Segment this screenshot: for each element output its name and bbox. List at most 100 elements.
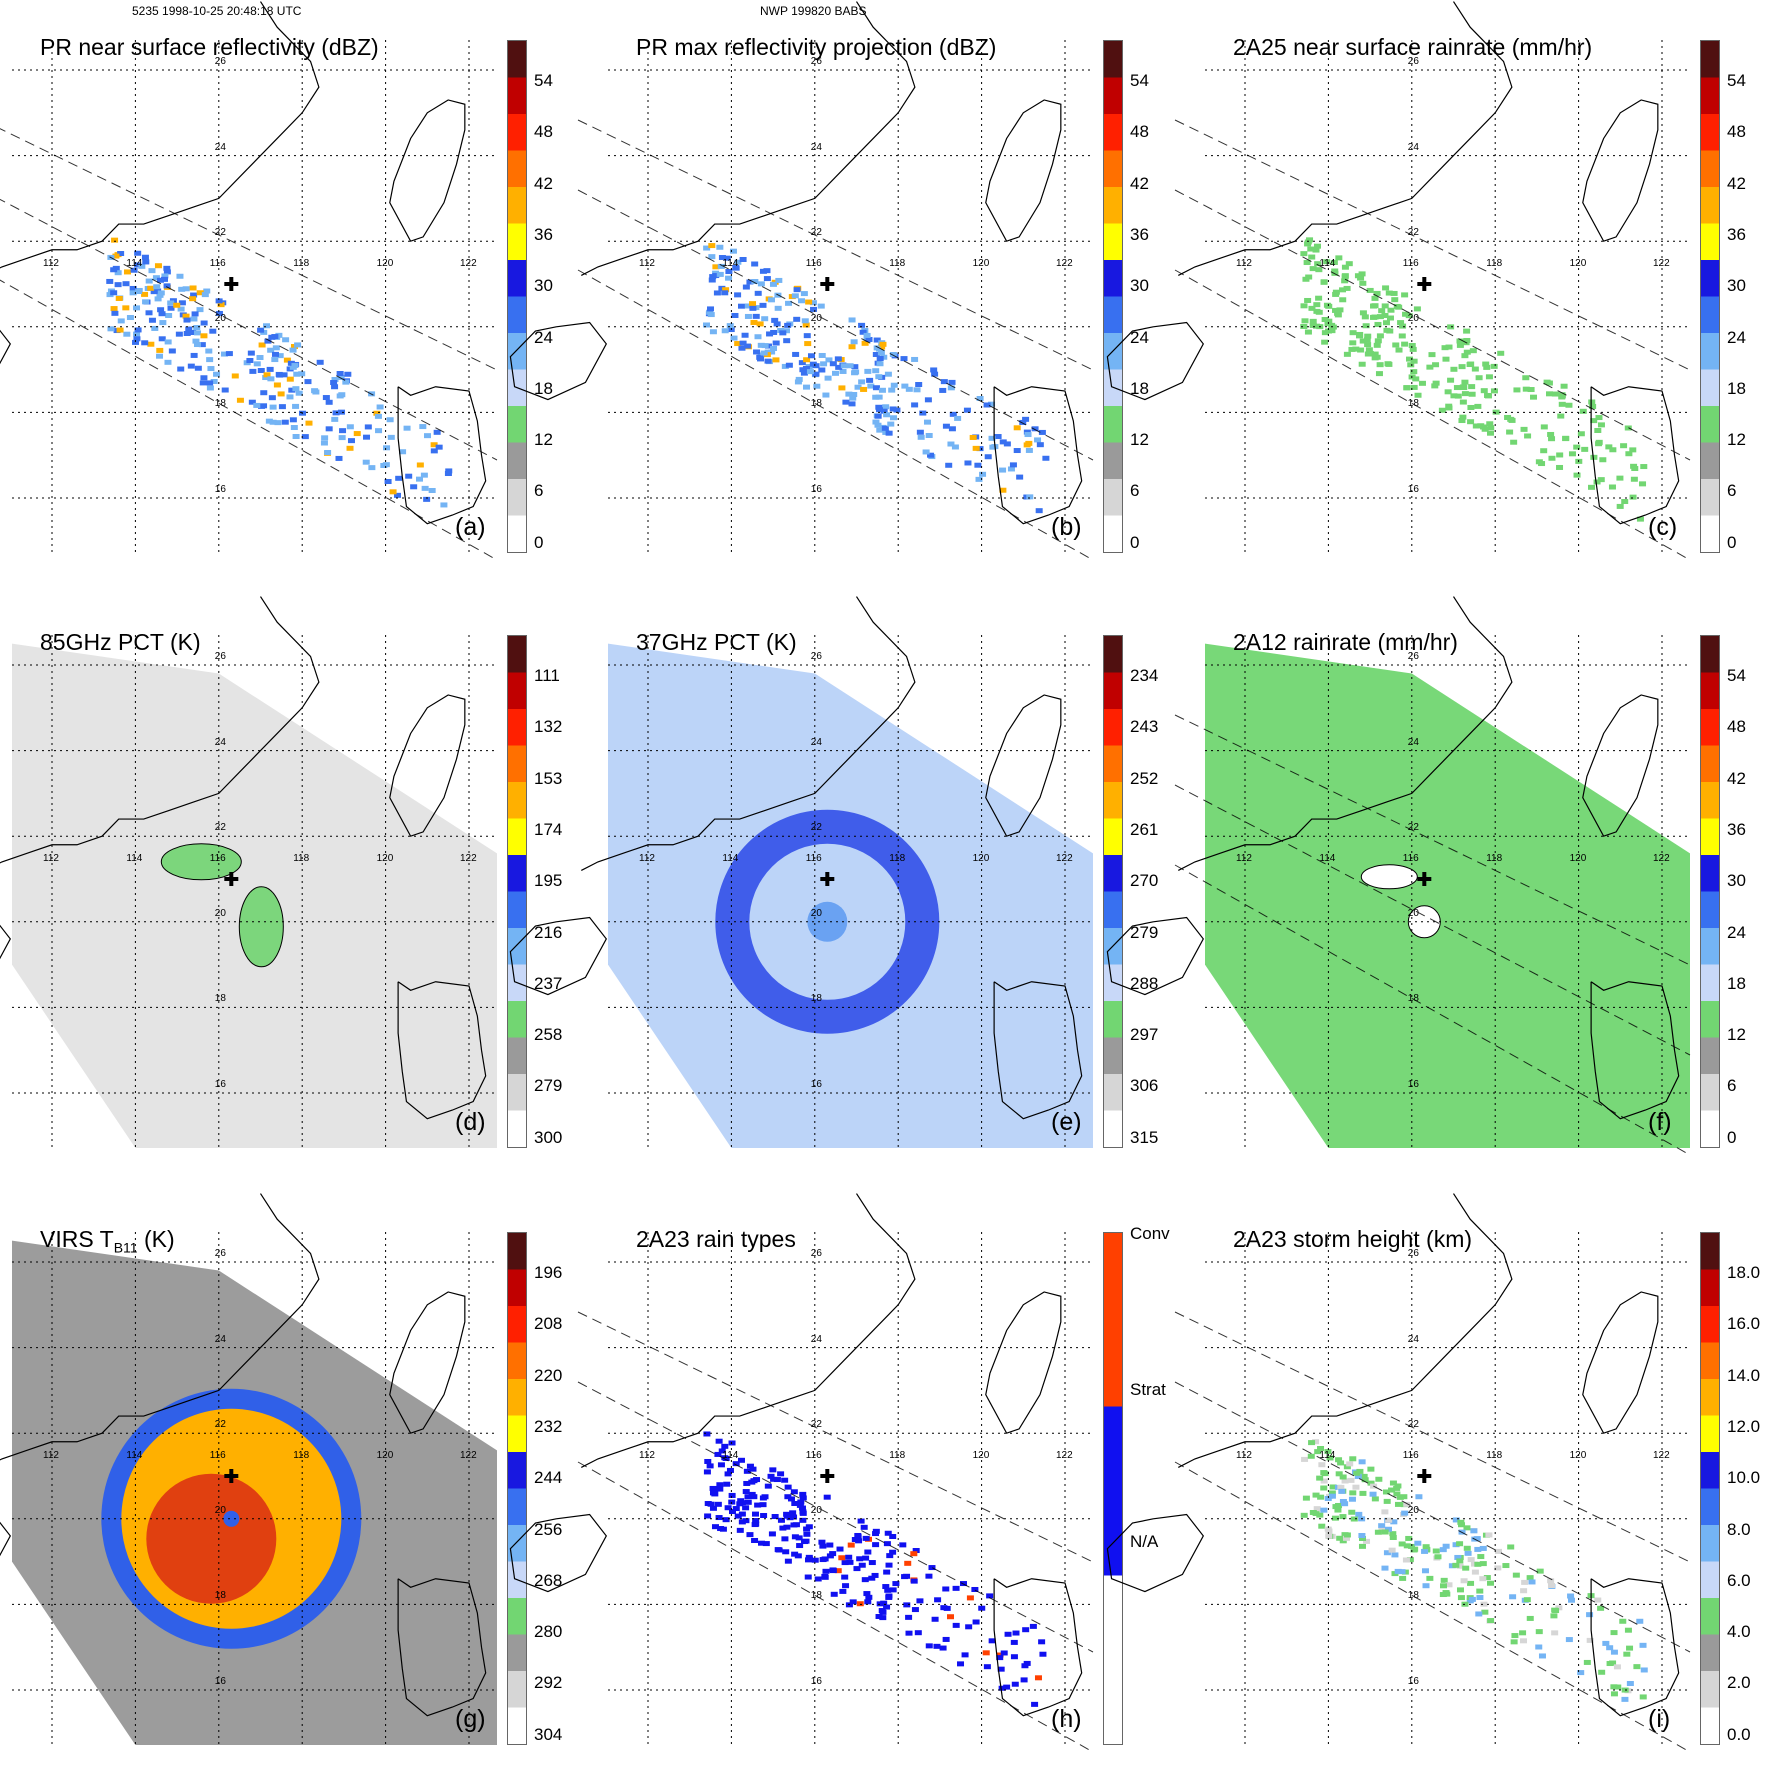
panel-label: (f) bbox=[1648, 1108, 1672, 1136]
plus-icon bbox=[224, 1469, 239, 1483]
lon-label: 114 bbox=[722, 1450, 739, 1462]
colorbar-tick: 268 bbox=[534, 1570, 563, 1590]
lon-label: 114 bbox=[722, 853, 739, 865]
panel-title: PR max reflectivity projection (dBZ) bbox=[636, 34, 997, 60]
lat-label: 18 bbox=[1407, 1590, 1419, 1602]
colorbar bbox=[1700, 635, 1720, 1148]
colorbar-tick: 30 bbox=[1130, 276, 1149, 296]
lon-label: 112 bbox=[43, 853, 59, 865]
panel-g: 26 24 22 20 18 16 112 114 116 118 120 122 VIRS TB11 … bbox=[0, 1193, 587, 1745]
colorbar-tick: 12 bbox=[1130, 430, 1149, 450]
lat-lon-grid bbox=[12, 635, 497, 1148]
colorbar-tick: 258 bbox=[534, 1025, 563, 1045]
lon-label: 118 bbox=[1486, 853, 1503, 865]
lat-lon-grid bbox=[1205, 40, 1690, 553]
colorbar-tick: 153 bbox=[534, 768, 563, 788]
lon-label: 112 bbox=[1236, 853, 1252, 865]
lat-label: 20 bbox=[810, 1504, 822, 1516]
colorbar-tick: 36 bbox=[1727, 224, 1746, 244]
lat-label: 16 bbox=[1407, 484, 1419, 495]
lon-label: 116 bbox=[805, 853, 822, 865]
lat-label: 22 bbox=[214, 227, 226, 239]
colorbar-tick: 8.0 bbox=[1727, 1519, 1751, 1539]
colorbar-tick: N/A bbox=[1130, 1532, 1159, 1551]
lat-label: 24 bbox=[1407, 141, 1419, 153]
panel-f: 26 24 22 20 18 16 112 114 116 118 120 122 2A12 rainr… bbox=[1106, 596, 1771, 1156]
swath-edges bbox=[577, 119, 1094, 561]
lon-label: 118 bbox=[1486, 1450, 1503, 1462]
lat-label: 18 bbox=[1407, 993, 1419, 1005]
lat-label: 22 bbox=[810, 1419, 822, 1431]
lon-label: 122 bbox=[460, 258, 477, 270]
panel-title: 2A23 storm height (km) bbox=[1233, 1226, 1473, 1252]
colorbar-tick: 42 bbox=[1727, 768, 1746, 788]
panel-title-main: VIRS T bbox=[40, 1226, 114, 1252]
lon-label: 112 bbox=[43, 258, 59, 270]
lat-label: 26 bbox=[214, 1248, 226, 1259]
colorbar-tick: 256 bbox=[534, 1519, 563, 1539]
colorbar-tick: 6 bbox=[534, 481, 544, 501]
lon-label: 118 bbox=[889, 258, 906, 270]
lat-label: 18 bbox=[810, 1590, 822, 1602]
lon-label: 122 bbox=[1653, 258, 1670, 270]
lat-label: 20 bbox=[214, 312, 226, 324]
colorbar-tick: 132 bbox=[534, 717, 563, 737]
lon-label: 112 bbox=[639, 258, 655, 270]
lat-label: 20 bbox=[214, 907, 226, 919]
lat-label: 24 bbox=[214, 1333, 226, 1345]
colorbar-tick: 315 bbox=[1130, 1127, 1159, 1147]
colorbar-tick: 0 bbox=[1130, 532, 1140, 552]
lon-label: 114 bbox=[722, 258, 739, 270]
lon-label: 120 bbox=[376, 1450, 394, 1462]
lat-label: 18 bbox=[214, 398, 226, 410]
lon-label: 114 bbox=[126, 258, 143, 270]
colorbar-tick: 252 bbox=[1130, 768, 1159, 788]
lon-label: 118 bbox=[1486, 258, 1503, 270]
colorbar-tick: 237 bbox=[534, 973, 563, 993]
lat-label: 24 bbox=[214, 736, 226, 748]
map-canvas bbox=[1106, 1, 1691, 561]
lat-label: 22 bbox=[214, 822, 226, 834]
lon-label: 116 bbox=[1402, 1450, 1419, 1462]
lat-label: 26 bbox=[810, 651, 822, 662]
lon-label: 120 bbox=[1569, 1450, 1587, 1462]
colorbar-tick: 292 bbox=[534, 1673, 563, 1693]
panel-label: (e) bbox=[1051, 1108, 1082, 1136]
colorbar-tick: 42 bbox=[1130, 173, 1149, 193]
lat-label: 22 bbox=[810, 822, 822, 834]
lat-label: 20 bbox=[1407, 1504, 1419, 1516]
data-field bbox=[703, 243, 1050, 514]
lat-label: 24 bbox=[810, 1333, 822, 1345]
lat-lon-grid bbox=[608, 635, 1093, 1148]
lat-label: 26 bbox=[1407, 1248, 1419, 1259]
colorbar bbox=[1103, 635, 1123, 1148]
lat-label: 18 bbox=[214, 993, 226, 1005]
colorbar-tick: 18 bbox=[534, 378, 553, 398]
lat-lon-grid bbox=[12, 40, 497, 553]
lon-label: 120 bbox=[1569, 258, 1587, 270]
lat-label: 26 bbox=[810, 56, 822, 67]
panel-label: (a) bbox=[455, 513, 486, 541]
colorbar-tick: 48 bbox=[1727, 717, 1746, 737]
panel-label: (g) bbox=[455, 1705, 486, 1733]
colorbar-tick: 220 bbox=[534, 1365, 563, 1385]
lon-label: 116 bbox=[209, 1450, 226, 1462]
colorbar-tick: 270 bbox=[1130, 871, 1159, 891]
plus-icon bbox=[1417, 277, 1432, 291]
orbit-header: 5235 1998-10-25 20:48:18 UTC bbox=[132, 4, 302, 18]
lat-label: 24 bbox=[810, 141, 822, 153]
colorbar-tick: 36 bbox=[1727, 819, 1746, 839]
lat-lon-grid bbox=[608, 1232, 1093, 1745]
colorbar-tick: 0 bbox=[1727, 1127, 1737, 1147]
colorbar-tick: 30 bbox=[1727, 276, 1746, 296]
lat-label: 20 bbox=[810, 312, 822, 324]
lat-label: 16 bbox=[810, 1079, 822, 1090]
swath-edges bbox=[1174, 1311, 1691, 1753]
colorbar-tick: 279 bbox=[534, 1076, 563, 1096]
lat-label: 16 bbox=[214, 484, 226, 495]
lat-label: 24 bbox=[214, 141, 226, 153]
lat-label: 18 bbox=[810, 993, 822, 1005]
lat-label: 26 bbox=[214, 651, 226, 662]
panel-label: (h) bbox=[1051, 1705, 1082, 1733]
map-canvas bbox=[0, 1, 498, 561]
